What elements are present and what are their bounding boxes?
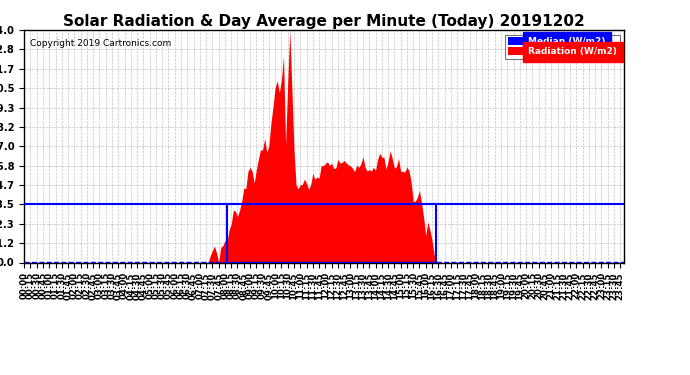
Legend: Median (W/m2), Radiation (W/m2): Median (W/m2), Radiation (W/m2) [505,34,620,59]
Title: Solar Radiation & Day Average per Minute (Today) 20191202: Solar Radiation & Day Average per Minute… [63,14,585,29]
Text: Copyright 2019 Cartronics.com: Copyright 2019 Cartronics.com [30,39,171,48]
Bar [227,204,436,262]
